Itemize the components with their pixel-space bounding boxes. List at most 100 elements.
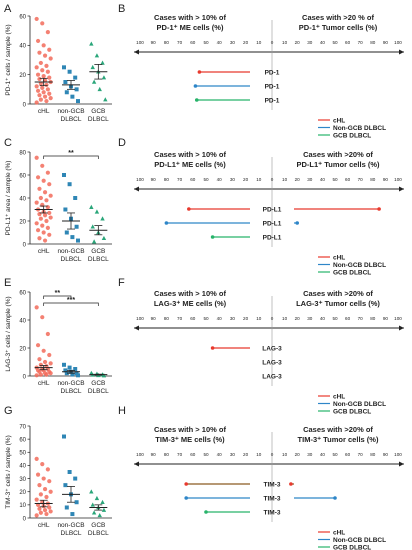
right-tick-label: 70 [358,40,364,45]
left-tick-label: 80 [164,177,170,182]
data-point [67,470,72,474]
data-point [76,99,80,104]
data-point [97,86,102,92]
left-tick-label: 30 [230,40,236,45]
left-tick-label: 30 [230,177,236,182]
right-tick-label: 50 [332,177,338,182]
left-tick-label: 70 [177,177,183,182]
left-tick-label: 90 [151,452,157,457]
right-header: TIM-3⁺ Tumor cells (%) [298,435,379,444]
right-tick-label: 40 [320,316,326,321]
right-header: Cases with >20% of [303,425,373,434]
right-tick-label: 30 [307,177,313,182]
data-point [101,507,107,512]
right-tick-label: 20 [295,40,301,45]
scatter-panel-C: 0 20 40 60 80 PD-L1⁺ area / sample (%) cHL non-… [5,150,112,263]
data-point [63,483,68,488]
left-tick-label: 60 [190,452,196,457]
data-point [42,238,48,243]
data-point [35,72,41,77]
axis-arrow-right [399,325,404,331]
bar-label: PD-1 [265,97,280,104]
legend-label: Non-GCB DLBCL [333,262,386,269]
x-tick-label: GCB [91,248,105,255]
data-point [67,365,72,370]
data-point [48,215,53,220]
data-point [73,75,78,80]
data-point [47,352,52,358]
scatter-panel-A: 0 20 40 60 PD-1⁺ cells / sample (%) cHL non-GC… [5,14,112,123]
legend-label: cHL [333,529,345,536]
y-tick-label: 40 [19,44,26,50]
bar-endpoint-right [333,496,337,500]
right-tick-label: 50 [332,40,338,45]
data-point [45,170,50,175]
data-point [63,80,68,84]
left-tick-label: 90 [151,316,157,321]
data-point [40,462,45,467]
data-point [41,90,46,95]
data-point [74,371,79,376]
bar-label: PD-L1 [263,234,282,241]
data-point [47,479,52,484]
data-point [44,82,49,88]
y-tick-label: 0 [23,374,27,380]
bar-endpoint-left [184,496,188,500]
data-point [70,235,75,240]
right-tick-label: 100 [394,452,402,457]
data-point [44,494,49,500]
right-tick-label: 80 [370,452,376,457]
y-tick-label: 80 [19,150,26,156]
data-point [47,47,52,52]
legend-label: GCB DLBCL [333,544,371,550]
data-point [62,65,66,70]
right-tick-label: 10 [282,452,288,457]
data-point [47,232,52,237]
left-tick-label: 70 [177,316,183,321]
data-point [38,510,43,515]
data-point [35,343,41,348]
data-point [62,434,66,439]
y-tick-label: 70 [19,424,26,430]
data-point [45,69,50,74]
left-tick-label: 100 [136,452,144,457]
data-point [47,505,52,510]
right-tick-label: 100 [394,40,402,45]
data-point [64,505,69,510]
data-point [34,84,39,89]
bar-endpoint-left [184,482,188,486]
right-tick-label: 40 [320,177,326,182]
data-point [70,94,75,99]
y-tick-label: 60 [19,437,26,443]
right-tick-label: 60 [345,316,351,321]
data-point [38,216,43,221]
data-point [34,100,39,105]
x-tick-label: DLBCL [61,256,82,263]
bar-endpoint-left [204,510,208,514]
data-point [94,209,100,214]
data-point [34,16,39,22]
data-point [42,190,48,195]
data-point [90,502,95,507]
bar-label: LAG-3 [262,359,282,366]
left-header: PD-L1⁺ ME cells (%) [154,160,226,169]
bar-label: TIM-3 [264,481,281,488]
data-point [40,85,45,90]
panel-letter: H [118,405,126,417]
right-tick-label: 80 [370,177,376,182]
right-tick-label: 10 [282,40,288,45]
data-point [91,79,97,84]
data-point [45,30,50,35]
bar-endpoint-right [295,221,300,225]
right-tick-label: 60 [345,177,351,182]
data-point [38,372,43,377]
x-tick-label: DLBCL [88,388,109,395]
data-point [100,499,105,505]
data-point [64,90,69,95]
data-point [41,476,46,481]
y-axis-label: PD-L1⁺ area / sample (%) [5,161,12,236]
data-point [38,362,43,367]
data-point [70,372,75,377]
bar-endpoint-left [164,221,169,225]
x-tick-label: GCB [91,522,105,529]
